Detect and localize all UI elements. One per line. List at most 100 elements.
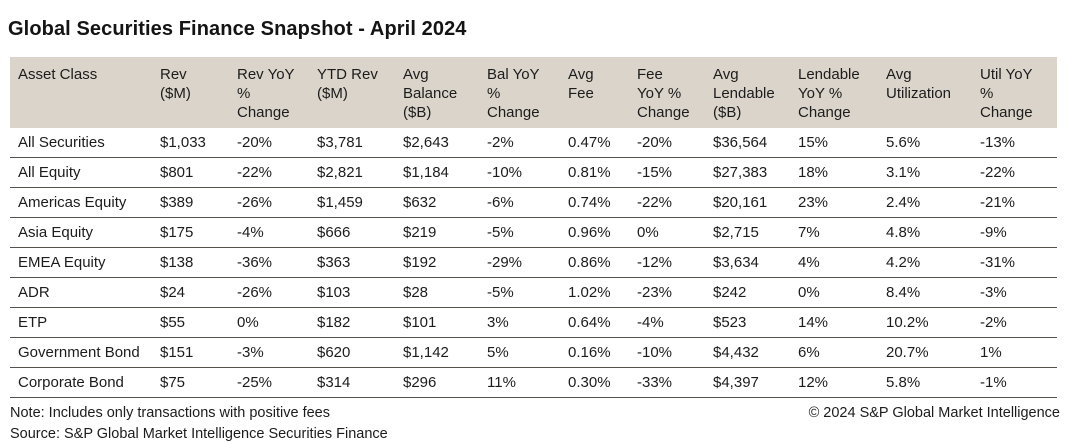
value-cell: -5% [487, 217, 568, 248]
value-cell: 5.8% [886, 367, 980, 398]
value-cell: $182 [317, 307, 403, 338]
value-cell: -6% [487, 187, 568, 218]
asset-class-cell: Americas Equity [10, 187, 160, 218]
value-cell: -31% [980, 247, 1057, 278]
value-cell: 0.86% [568, 247, 637, 278]
value-cell: $103 [317, 277, 403, 308]
source-text: Source: S&P Global Market Intelligence S… [10, 426, 388, 442]
header-cell: Lendable YoY % Change [798, 57, 886, 128]
value-cell: $175 [160, 217, 237, 248]
value-cell: $28 [403, 277, 487, 308]
value-cell: -12% [637, 247, 713, 278]
value-cell: 10.2% [886, 307, 980, 338]
value-cell: $151 [160, 337, 237, 368]
value-cell: -22% [980, 157, 1057, 188]
value-cell: $219 [403, 217, 487, 248]
table-row: All Securities $1,033 -20% $3,781 $2,643 -2% 0… [10, 128, 1057, 158]
table-header: Asset Class Rev ($M) Rev YoY % Change YTD R… [10, 57, 1057, 128]
value-cell: 4% [798, 247, 886, 278]
value-cell: 0% [798, 277, 886, 308]
value-cell: $620 [317, 337, 403, 368]
value-cell: -4% [237, 217, 317, 248]
value-cell: 11% [487, 367, 568, 398]
value-cell: $101 [403, 307, 487, 338]
header-cell: Asset Class [10, 57, 160, 128]
header-cell: Avg Utilization [886, 57, 980, 128]
value-cell: -22% [637, 187, 713, 218]
securities-finance-table: Asset Class Rev ($M) Rev YoY % Change YTD R… [10, 57, 1057, 398]
value-cell: 18% [798, 157, 886, 188]
value-cell: -5% [487, 277, 568, 308]
table-row: ADR $24 -26% $103 $28 -5% 1.02% -23% $242 0% 8.4% -… [10, 277, 1057, 308]
value-cell: 20.7% [886, 337, 980, 368]
asset-class-cell: Government Bond [10, 337, 160, 368]
asset-class-cell: Corporate Bond [10, 367, 160, 398]
value-cell: 14% [798, 307, 886, 338]
value-cell: $2,715 [713, 217, 798, 248]
value-cell: -9% [980, 217, 1057, 248]
value-cell: $4,432 [713, 337, 798, 368]
table-row: Corporate Bond $75 -25% $314 $296 11% 0.30% -33… [10, 367, 1057, 398]
value-cell: $3,634 [713, 247, 798, 278]
value-cell: -10% [487, 157, 568, 188]
value-cell: -29% [487, 247, 568, 278]
value-cell: -36% [237, 247, 317, 278]
value-cell: $2,643 [403, 128, 487, 158]
value-cell: $55 [160, 307, 237, 338]
header-cell: Avg Balance ($B) [403, 57, 487, 128]
value-cell: -2% [487, 128, 568, 158]
value-cell: 0% [637, 217, 713, 248]
value-cell: $1,459 [317, 187, 403, 218]
value-cell: $3,781 [317, 128, 403, 158]
note-text: Note: Includes only transactions with po… [10, 405, 330, 421]
value-cell: 8.4% [886, 277, 980, 308]
value-cell: -3% [980, 277, 1057, 308]
value-cell: $1,184 [403, 157, 487, 188]
value-cell: -15% [637, 157, 713, 188]
value-cell: $20,161 [713, 187, 798, 218]
table-row: All Equity $801 -22% $2,821 $1,184 -10% 0.81% -… [10, 157, 1057, 188]
value-cell: 23% [798, 187, 886, 218]
table-header-row: Asset Class Rev ($M) Rev YoY % Change YTD R… [10, 57, 1057, 128]
value-cell: 1% [980, 337, 1057, 368]
header-cell: Bal YoY % Change [487, 57, 568, 128]
value-cell: 3% [487, 307, 568, 338]
value-cell: 0.96% [568, 217, 637, 248]
value-cell: 0.81% [568, 157, 637, 188]
value-cell: -1% [980, 367, 1057, 398]
page-title: Global Securities Finance Snapshot - Apr… [8, 18, 467, 40]
copyright-text: © 2024 S&P Global Market Intelligence [808, 405, 1060, 421]
value-cell: 0.16% [568, 337, 637, 368]
value-cell: $1,142 [403, 337, 487, 368]
header-cell: Fee YoY % Change [637, 57, 713, 128]
header-cell: Avg Fee [568, 57, 637, 128]
value-cell: -26% [237, 187, 317, 218]
value-cell: -33% [637, 367, 713, 398]
value-cell: $666 [317, 217, 403, 248]
header-cell: Rev YoY % Change [237, 57, 317, 128]
value-cell: -26% [237, 277, 317, 308]
value-cell: $523 [713, 307, 798, 338]
value-cell: 0.64% [568, 307, 637, 338]
value-cell: 0.74% [568, 187, 637, 218]
value-cell: $296 [403, 367, 487, 398]
asset-class-cell: All Securities [10, 128, 160, 158]
value-cell: -13% [980, 128, 1057, 158]
value-cell: -21% [980, 187, 1057, 218]
value-cell: 0.30% [568, 367, 637, 398]
header-cell: Util YoY % Change [980, 57, 1057, 128]
value-cell: -10% [637, 337, 713, 368]
header-cell: YTD Rev ($M) [317, 57, 403, 128]
value-cell: $389 [160, 187, 237, 218]
value-cell: $2,821 [317, 157, 403, 188]
table-row: Government Bond $151 -3% $620 $1,142 5% 0.16% -… [10, 337, 1057, 368]
value-cell: -23% [637, 277, 713, 308]
value-cell: $1,033 [160, 128, 237, 158]
value-cell: $27,383 [713, 157, 798, 188]
value-cell: $801 [160, 157, 237, 188]
value-cell: $138 [160, 247, 237, 278]
value-cell: 2.4% [886, 187, 980, 218]
value-cell: 5.6% [886, 128, 980, 158]
value-cell: 0.47% [568, 128, 637, 158]
footer: Note: Includes only transactions with po… [10, 403, 1060, 444]
